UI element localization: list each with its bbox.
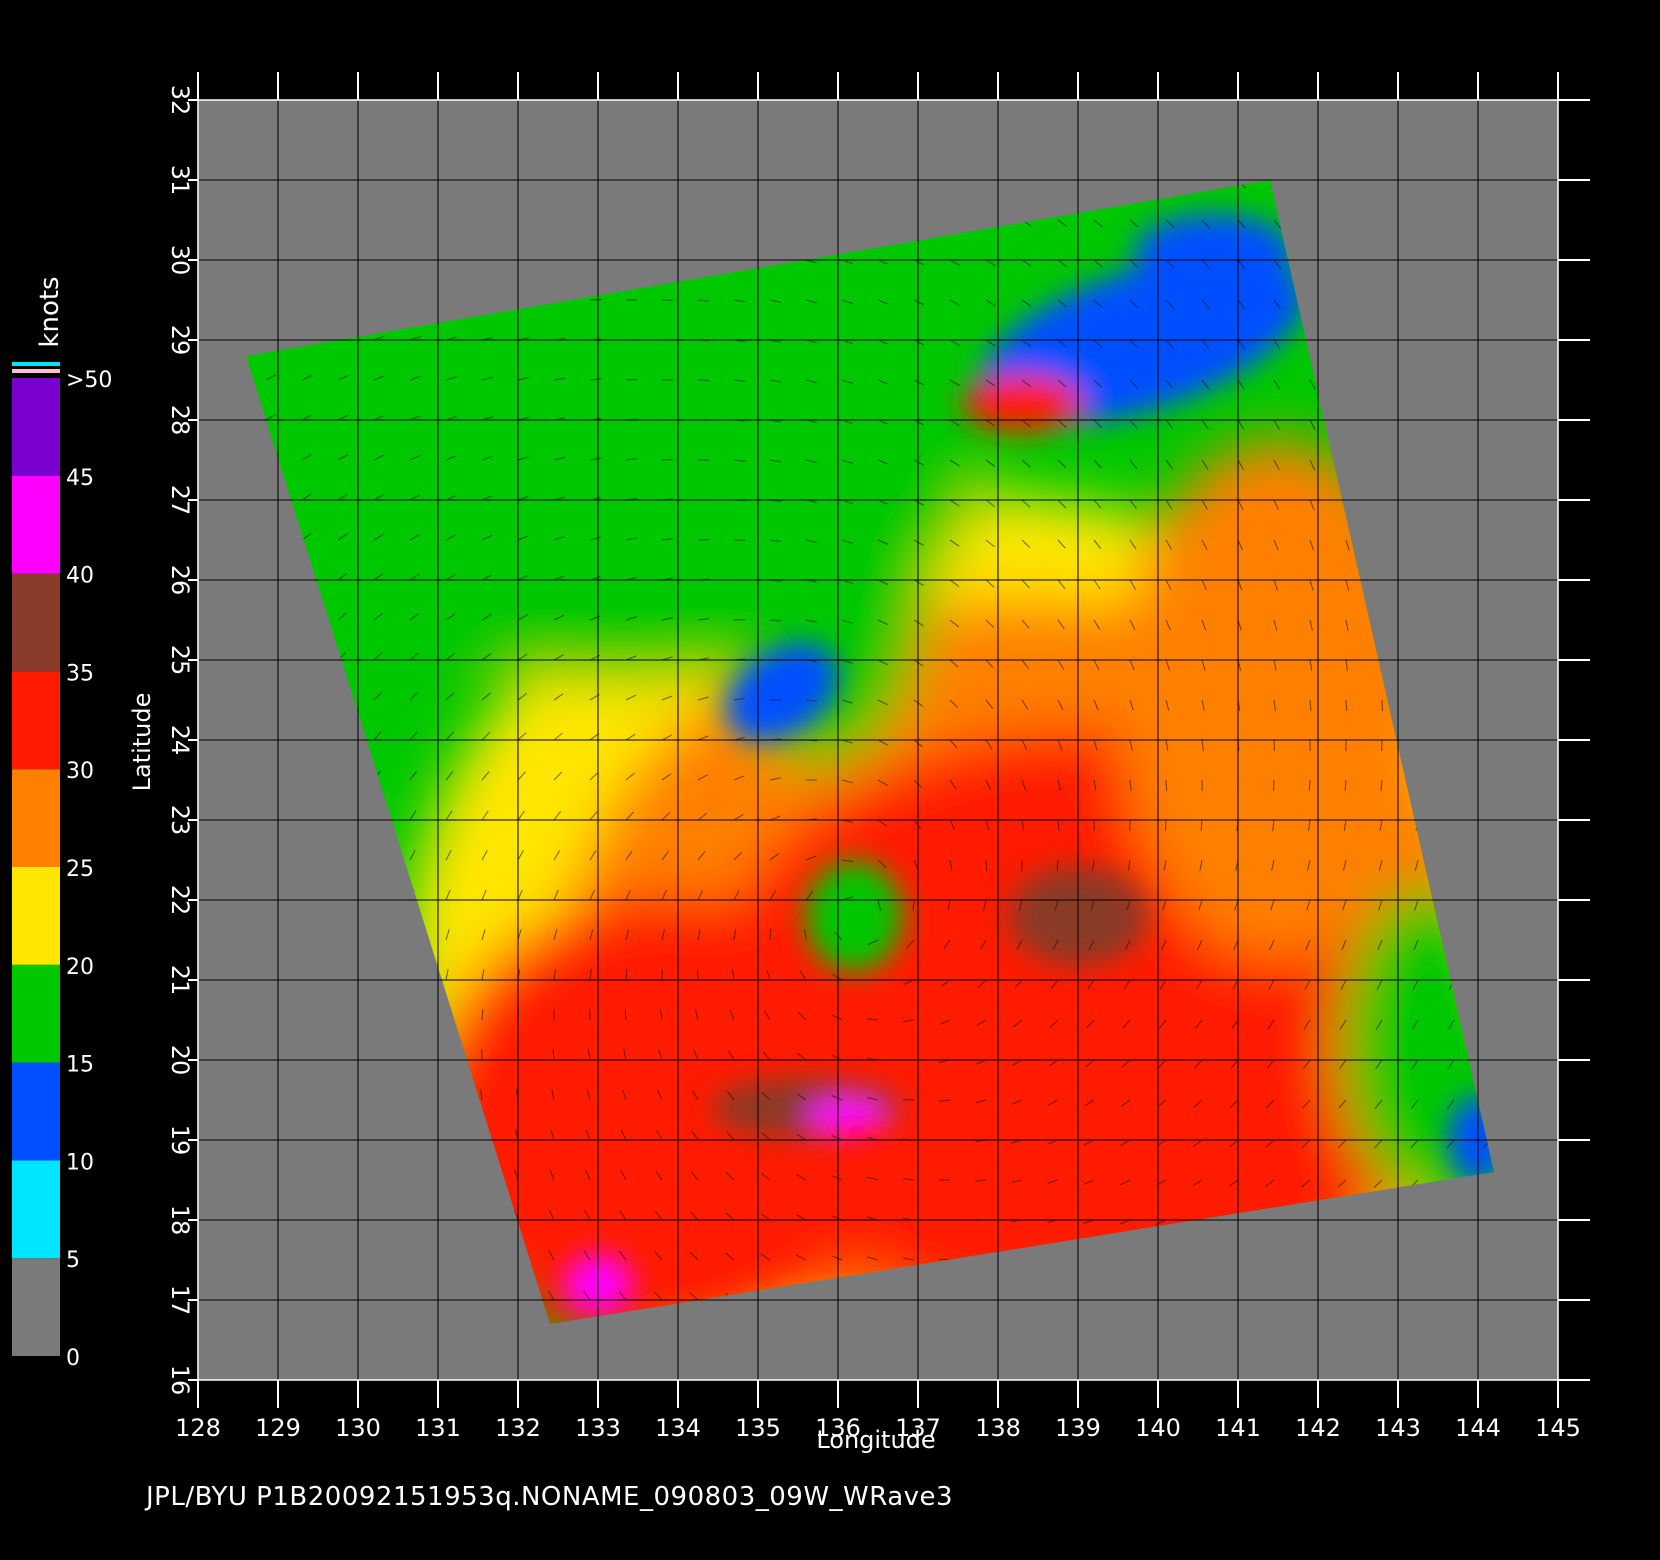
plot-frame (197, 99, 1559, 1381)
footer-file-label: JPL/BYU P1B20092151953q.NONAME_090803_09… (146, 1482, 954, 1512)
swath-fill (246, 180, 1494, 1324)
band-30-35-west (422, 894, 902, 1324)
y-axis-label: Latitude (128, 693, 156, 792)
x-tick-label: 143 (1375, 1414, 1421, 1442)
x-tick-label: 133 (575, 1414, 621, 1442)
wind-40-45-s (806, 1098, 886, 1134)
colorbar-segment-40-45 (12, 475, 60, 574)
x-axis-label: Longitude (816, 1426, 935, 1454)
colorbar-segment-15-20 (12, 964, 60, 1063)
colorbar-tick-label: 10 (66, 1150, 94, 1175)
y-tick-label: 30 (166, 245, 194, 276)
x-tick-label: 142 (1295, 1414, 1341, 1442)
x-tick-label: 136 (815, 1414, 861, 1442)
y-tick-label: 31 (166, 165, 194, 196)
colorbar-segment-25-30 (12, 769, 60, 867)
colorbar-tick-label: 20 (66, 955, 94, 980)
y-tick-label: 26 (166, 565, 194, 596)
x-tick-label: 129 (255, 1414, 301, 1442)
colorbar-segment-45-50 (12, 378, 60, 476)
y-tick-label: 21 (166, 965, 194, 996)
colorbar-tick-label: >50 (66, 368, 112, 393)
y-tick-label: 22 (166, 885, 194, 916)
colorbar-segment-30-35 (12, 671, 60, 770)
colorbar-tick-label: 25 (66, 857, 94, 882)
colorbar-tick-label: 0 (66, 1346, 80, 1371)
swath-layer (246, 180, 1494, 1324)
y-tick-label: 24 (166, 725, 194, 756)
colorbar-tick-label: 30 (66, 759, 94, 784)
y-tick-label: 25 (166, 645, 194, 676)
x-tick-label: 138 (975, 1414, 1021, 1442)
y-tick-label: 16 (166, 1365, 194, 1396)
grid-lines (197, 99, 1559, 1381)
y-tick-label: 32 (166, 85, 194, 116)
colorbar-segment-10-15 (12, 1062, 60, 1161)
x-tick-label: 135 (735, 1414, 781, 1442)
x-tick-label: 132 (495, 1414, 541, 1442)
high-wind-patch-north (962, 376, 1082, 432)
x-tick-label: 144 (1455, 1414, 1501, 1442)
y-tick-label: 29 (166, 325, 194, 356)
colorbar-tick-label: 5 (66, 1248, 80, 1273)
y-tick-label: 18 (166, 1205, 194, 1236)
colorbar-unit-label: knots (35, 276, 65, 347)
low-wind-north-2 (1134, 214, 1294, 290)
colorbar-segment-35-40 (12, 573, 60, 672)
colorbar: 0 5 10 15 20 25 30 35 40 45 >50 (12, 362, 112, 1371)
colorbar-overflow-mark (12, 362, 60, 366)
axes: 128 129 130 131 132 133 134 135 136 137 138 139 140 1… (166, 72, 1590, 1442)
colorbar-tick-label: 45 (66, 466, 94, 491)
colorbar-tick-label: 40 (66, 564, 94, 589)
x-tick-label: 134 (655, 1414, 701, 1442)
x-tick-label: 128 (175, 1414, 221, 1442)
y-tick-label: 20 (166, 1045, 194, 1076)
low-wind-center-north (725, 642, 839, 742)
x-tick-label: 141 (1215, 1414, 1261, 1442)
colorbar-tick-label: 35 (66, 661, 94, 686)
colorbar-segment-0-5 (12, 1258, 60, 1356)
colorbar-overflow-mark-2 (12, 369, 60, 373)
band-25-30-east (1118, 440, 1438, 960)
x-tick-label: 145 (1535, 1414, 1581, 1442)
colorbar-segment-20-25 (12, 867, 60, 965)
x-tick-label: 131 (415, 1414, 461, 1442)
colorbar-segment-5-10 (12, 1160, 60, 1259)
x-tick-label: 130 (335, 1414, 381, 1442)
y-tick-label: 27 (166, 485, 194, 516)
y-tick-label: 17 (166, 1285, 194, 1316)
storm-eye (806, 861, 902, 971)
y-tick-label: 19 (166, 1125, 194, 1156)
x-tick-label: 140 (1135, 1414, 1181, 1442)
colorbar-tick-label: 15 (66, 1053, 94, 1078)
y-tick-label: 28 (166, 405, 194, 436)
x-tick-label: 139 (1055, 1414, 1101, 1442)
x-tick-label: 137 (895, 1414, 941, 1442)
y-tick-label: 23 (166, 805, 194, 836)
